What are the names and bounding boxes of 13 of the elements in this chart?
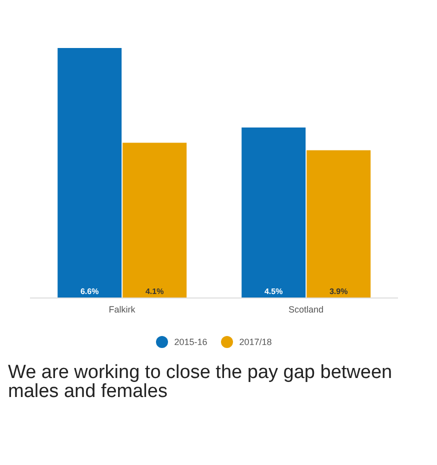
- text: We are working to close the pay gap between males and females: [8, 362, 394, 402]
- legend-label: 2017/18: [238, 336, 272, 348]
- bar: [58, 48, 122, 298]
- bar: [242, 128, 306, 298]
- data-label: 4.1%: [145, 287, 164, 296]
- x-tick-label: Scotland: [288, 304, 324, 314]
- bar: [122, 142, 187, 298]
- data-label: 6.6%: [80, 287, 99, 296]
- data-label: 3.9%: [329, 287, 348, 296]
- x-tick-label: Falkirk: [108, 304, 136, 314]
- data-label: 4.5%: [264, 287, 283, 296]
- legend-label: 2015-16: [173, 336, 208, 348]
- bar: [306, 150, 371, 298]
